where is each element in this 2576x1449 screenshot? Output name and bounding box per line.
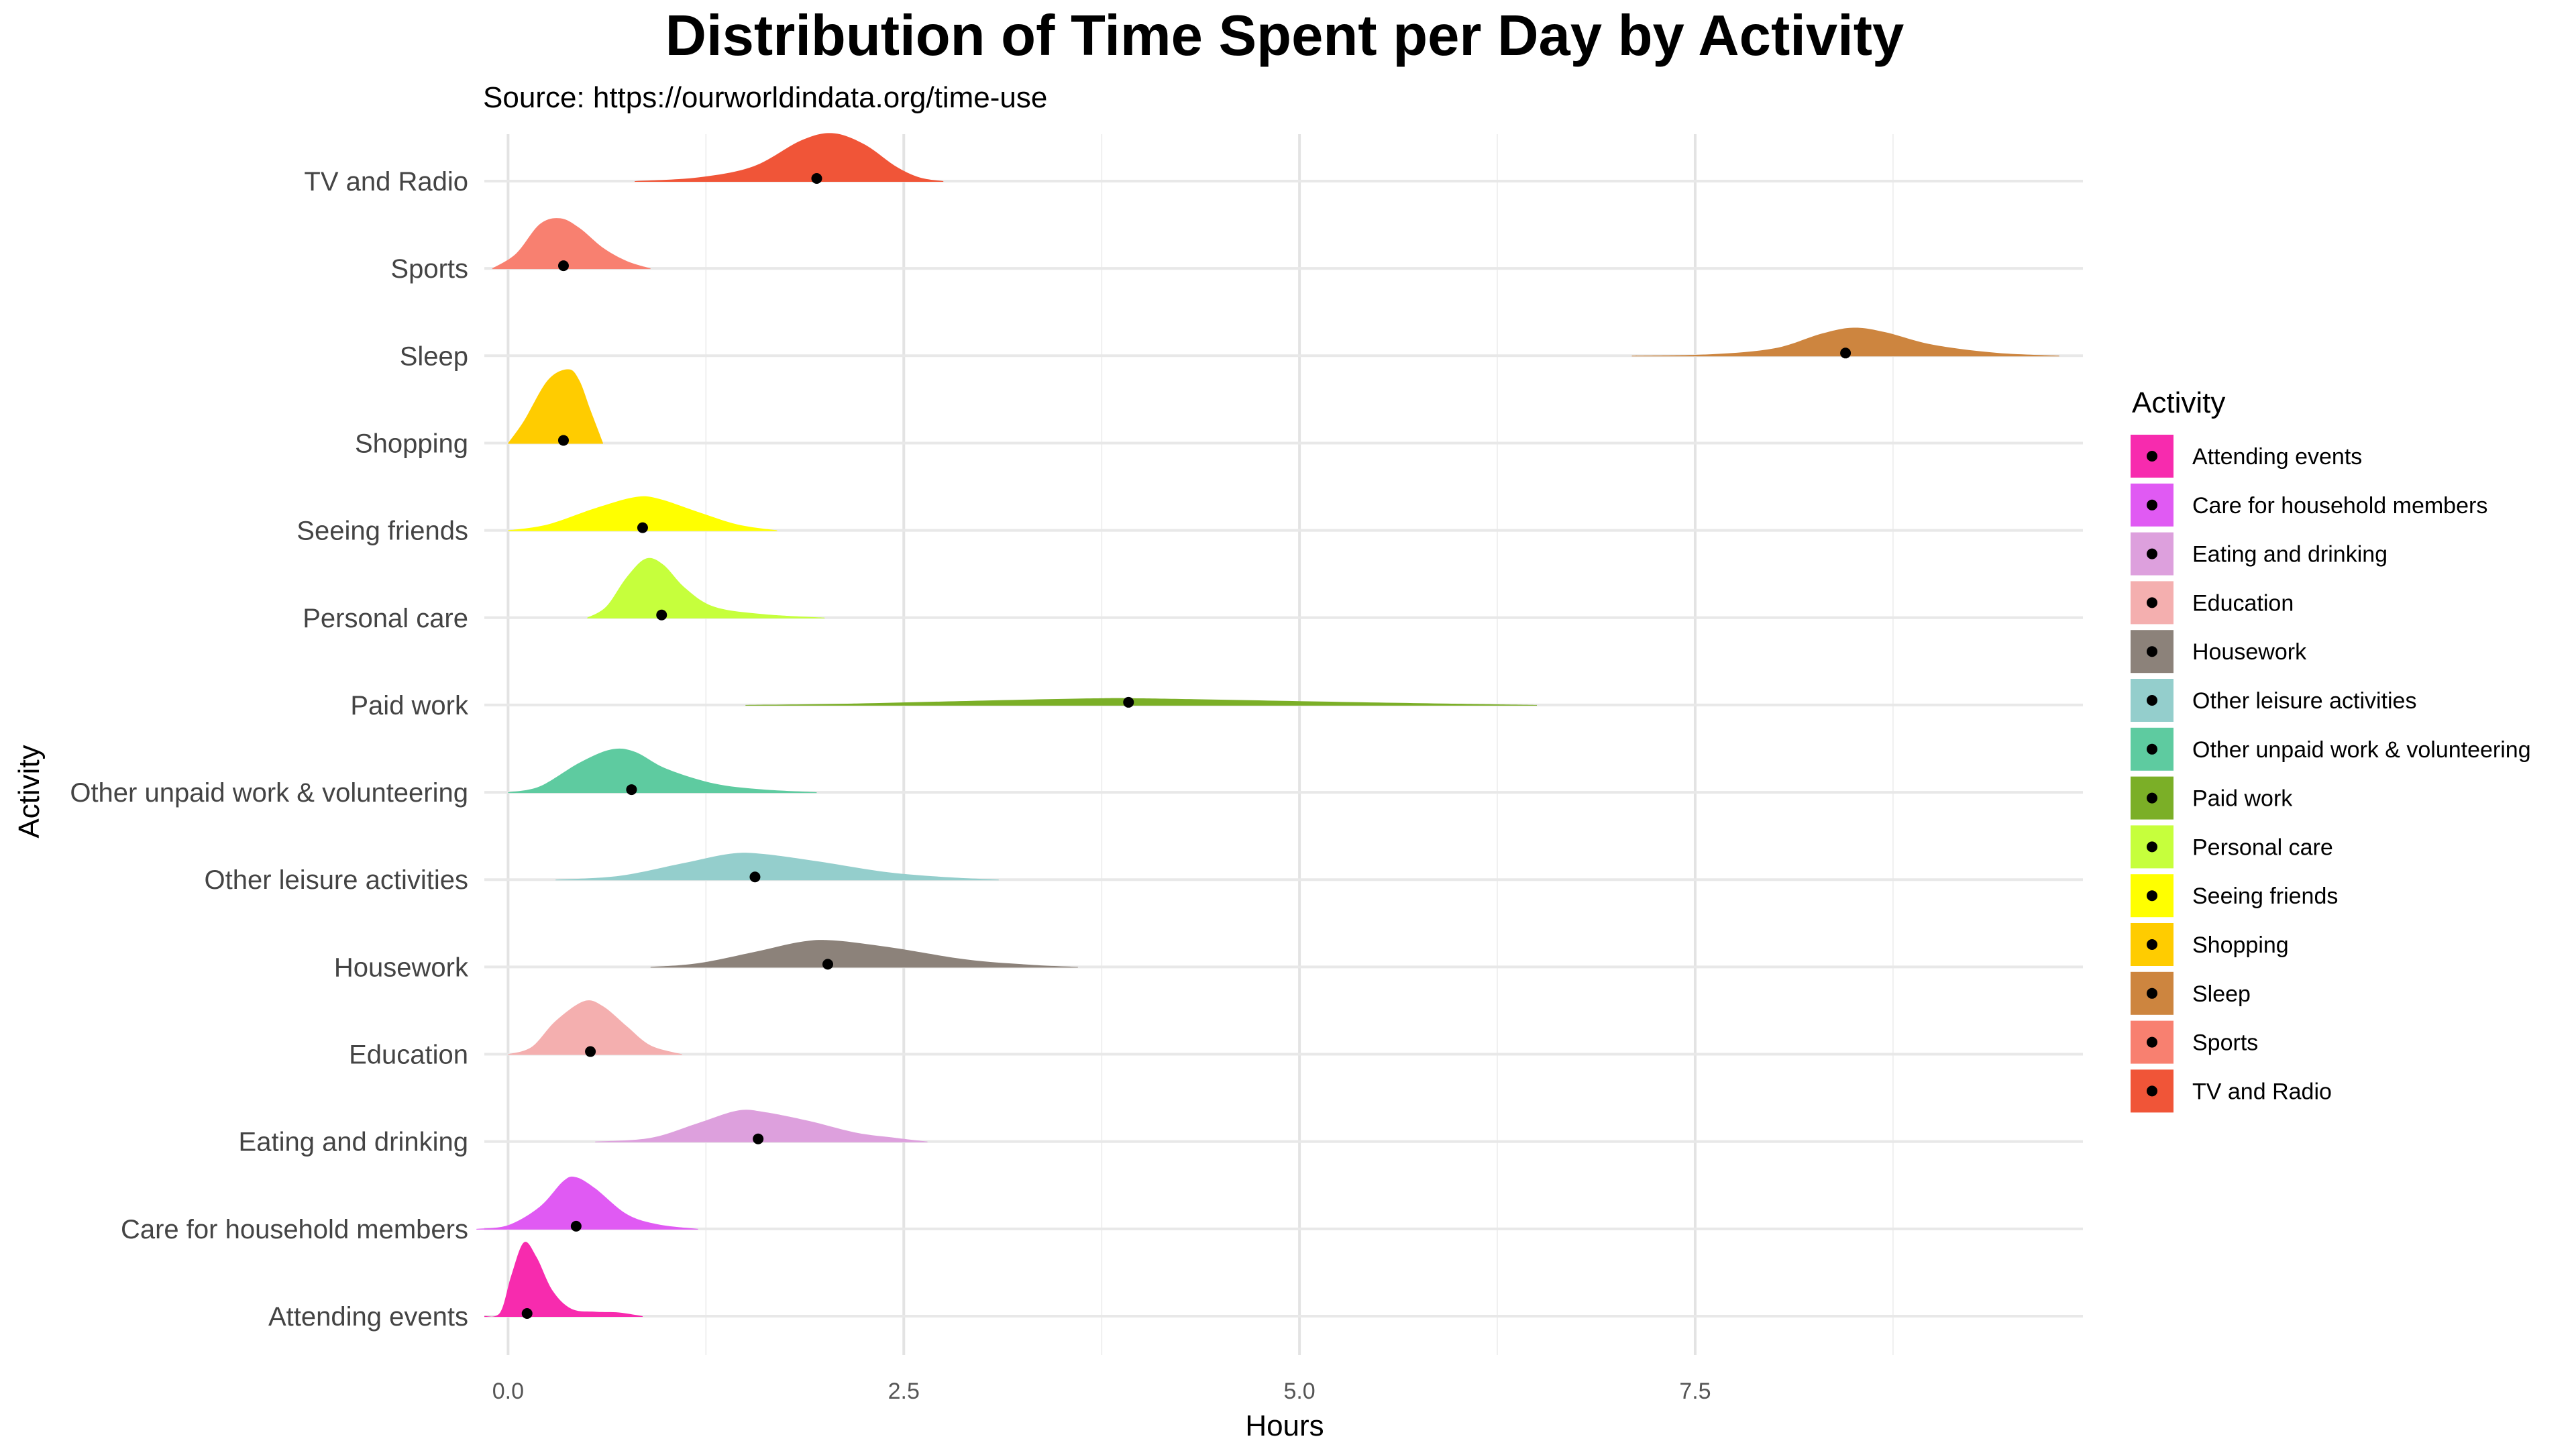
legend-title: Activity (2132, 386, 2225, 419)
legend-point-icon (2147, 597, 2157, 608)
legend-point-icon (2147, 1085, 2157, 1097)
legend-label: Paid work (2192, 786, 2293, 812)
legend-label: Housework (2192, 639, 2307, 665)
ridge-shopping (508, 369, 603, 444)
x-tick-labels: 0.0 2.5 5.0 7.5 (492, 1379, 1711, 1404)
legend-label: Shopping (2192, 932, 2289, 958)
legend-point-icon (2147, 451, 2157, 462)
ridge-seeing-friends (508, 496, 777, 531)
legend-label: Attending events (2192, 444, 2362, 470)
legend-point-icon (2147, 939, 2157, 950)
median-point (521, 1308, 533, 1319)
legend-label: Eating and drinking (2192, 542, 2387, 568)
legend-label: TV and Radio (2192, 1079, 2332, 1104)
legend-label: Education (2192, 590, 2294, 616)
median-point (557, 435, 569, 446)
y-tick-label: Seeing friends (297, 517, 468, 546)
median-point (557, 260, 569, 272)
ridge-care-for-household-members (476, 1176, 698, 1230)
y-tick-label: Paid work (350, 691, 469, 720)
median-point (1123, 696, 1134, 708)
ridge-sleep (1631, 327, 2059, 357)
grid-lines (484, 134, 2083, 1355)
legend-point-icon (2147, 695, 2157, 706)
x-tick-label: 0.0 (492, 1379, 524, 1404)
y-tick-label: Other leisure activities (205, 865, 468, 895)
legend-label: Seeing friends (2192, 883, 2338, 909)
legend-point-icon (2147, 987, 2157, 999)
legend-point-icon (2147, 890, 2157, 902)
ridge-tv-and-radio (635, 133, 944, 182)
median-point (570, 1220, 582, 1232)
y-axis-title: Activity (13, 745, 46, 838)
median-point (656, 609, 667, 621)
ridge-personal-care (587, 557, 825, 619)
median-point (811, 173, 822, 184)
chart-subtitle: Source: https://ourworldindata.org/time-… (483, 81, 1047, 114)
legend-label: Sports (2192, 1030, 2258, 1056)
y-tick-label: Housework (334, 953, 469, 982)
y-tick-label: Eating and drinking (239, 1128, 468, 1157)
legend-label: Care for household members (2192, 493, 2487, 519)
x-axis-title: Hours (1245, 1409, 1324, 1442)
ridge-other-unpaid-work-volunteering (508, 748, 817, 794)
y-tick-label: TV and Radio (304, 167, 468, 197)
median-points (521, 173, 1851, 1319)
x-tick-label: 5.0 (1283, 1379, 1315, 1404)
median-point (626, 784, 637, 796)
median-point (637, 522, 648, 533)
median-point (585, 1046, 596, 1057)
legend: Activity Attending events Care for househ… (2131, 386, 2531, 1113)
legend-point-icon (2147, 646, 2157, 657)
x-tick-label: 7.5 (1679, 1379, 1711, 1404)
y-tick-label: Sports (390, 254, 468, 284)
legend-point-icon (2147, 499, 2157, 511)
legend-point-icon (2147, 743, 2157, 755)
y-tick-label: Care for household members (121, 1215, 468, 1244)
ridge-education (508, 1000, 682, 1055)
ridge-attending-events (484, 1242, 643, 1317)
x-tick-label: 2.5 (888, 1379, 920, 1404)
ridge-eating-and-drinking (595, 1110, 928, 1142)
ridge-paid-work (745, 698, 1538, 706)
legend-label: Other leisure activities (2192, 688, 2416, 714)
y-tick-labels: Attending events Care for household membe… (70, 167, 469, 1332)
legend-label: Sleep (2192, 981, 2251, 1007)
median-point (753, 1133, 764, 1144)
density-ridges (476, 133, 2059, 1317)
y-tick-label: Education (349, 1040, 468, 1070)
y-tick-label: Attending events (268, 1302, 468, 1332)
ridge-housework (650, 940, 1078, 968)
median-point (1840, 347, 1851, 359)
legend-point-icon (2147, 548, 2157, 559)
y-tick-label: Personal care (303, 604, 468, 633)
ridge-other-leisure-activities (555, 853, 999, 881)
ridge-sports (492, 218, 651, 270)
y-tick-label: Other unpaid work & volunteering (70, 778, 468, 808)
legend-point-icon (2147, 841, 2157, 853)
y-tick-label: Shopping (355, 429, 468, 458)
legend-label: Personal care (2192, 835, 2333, 860)
y-tick-label: Sleep (400, 341, 468, 371)
median-point (749, 871, 761, 883)
median-point (822, 959, 833, 970)
legend-label: Other unpaid work & volunteering (2192, 737, 2531, 763)
legend-point-icon (2147, 1036, 2157, 1048)
legend-point-icon (2147, 792, 2157, 804)
chart-title: Distribution of Time Spent per Day by Ac… (665, 4, 1904, 68)
